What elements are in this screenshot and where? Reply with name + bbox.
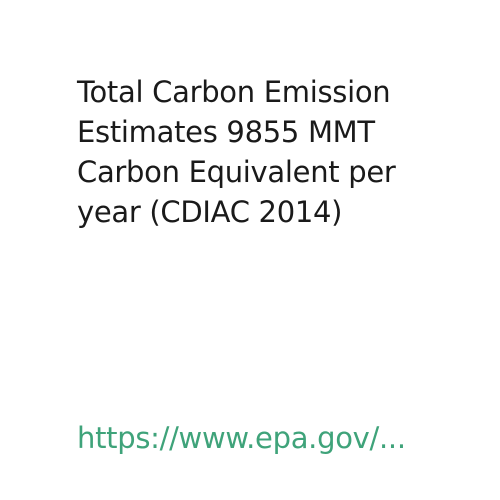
headline-line-1: Total Carbon Emission xyxy=(77,75,391,109)
headline-line-3: Carbon Equivalent per xyxy=(77,155,396,189)
headline-line-4: year (CDIAC 2014) xyxy=(77,195,343,229)
source-link[interactable]: https://www.epa.gov/... xyxy=(77,421,406,455)
headline-line-2: Estimates 9855 MMT xyxy=(77,115,375,149)
headline: Total Carbon Emission Estimates 9855 MMT… xyxy=(77,72,477,232)
